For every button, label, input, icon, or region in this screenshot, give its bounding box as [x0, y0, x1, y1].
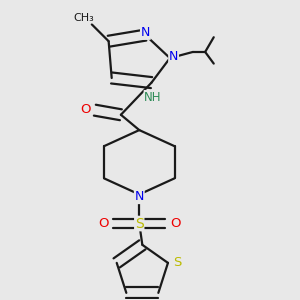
Text: NH: NH [144, 91, 162, 103]
Text: S: S [135, 217, 144, 230]
Text: O: O [170, 217, 181, 230]
Text: CH₃: CH₃ [74, 13, 94, 22]
Text: N: N [135, 190, 144, 203]
Text: O: O [98, 217, 108, 230]
Text: N: N [169, 50, 178, 63]
Text: O: O [80, 103, 91, 116]
Text: S: S [173, 256, 181, 269]
Text: N: N [141, 26, 150, 39]
